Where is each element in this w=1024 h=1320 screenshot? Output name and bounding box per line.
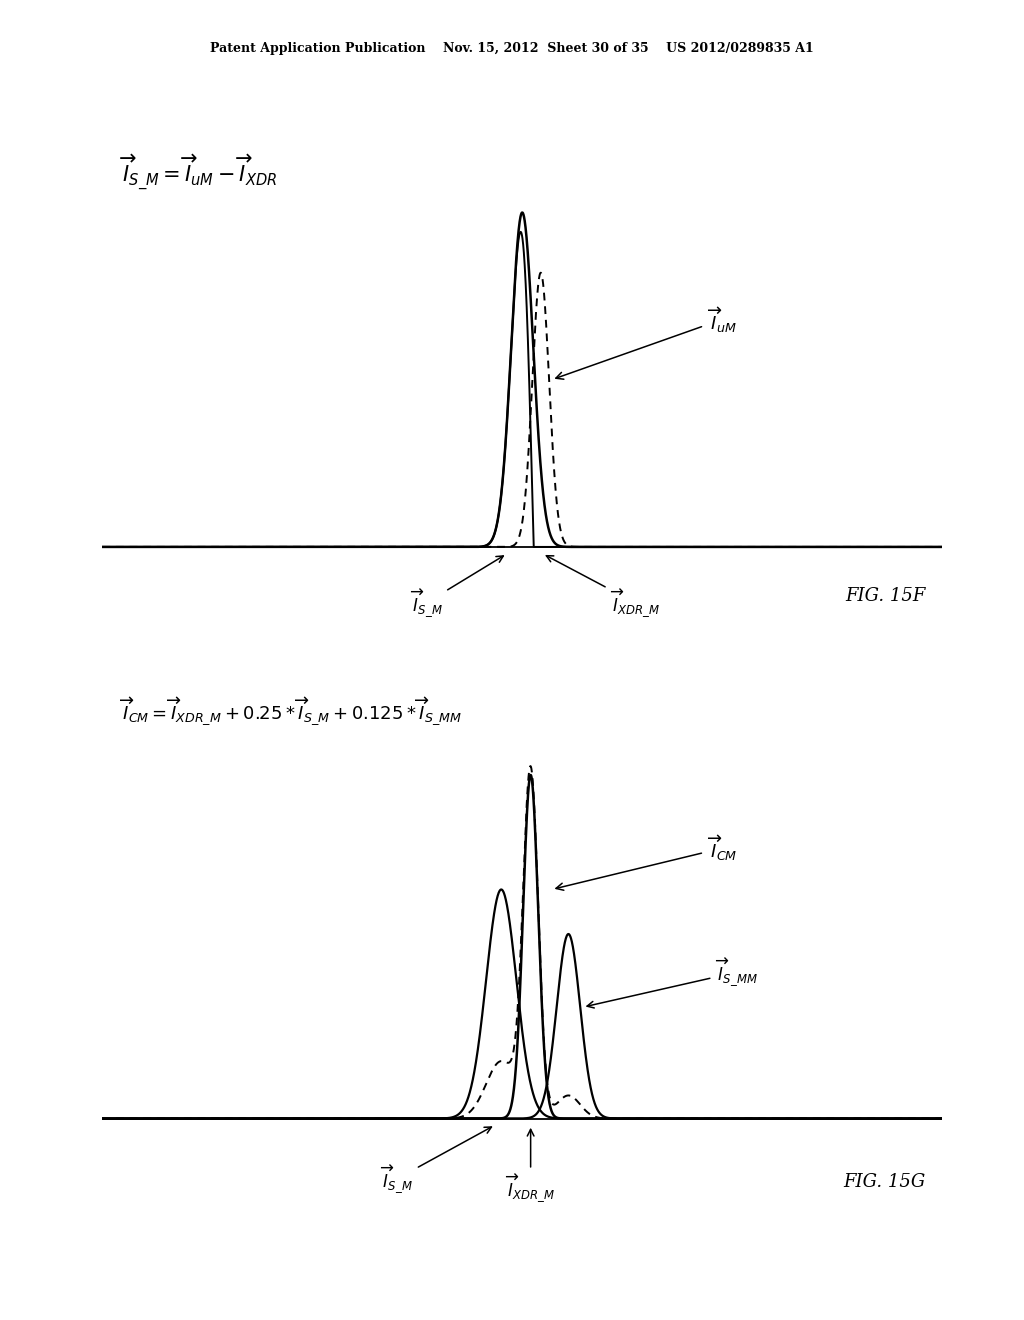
- Text: Patent Application Publication    Nov. 15, 2012  Sheet 30 of 35    US 2012/02898: Patent Application Publication Nov. 15, …: [210, 42, 814, 55]
- Text: FIG. 15F: FIG. 15F: [845, 587, 926, 605]
- Text: $\overrightarrow{I}_{S\_MM}$: $\overrightarrow{I}_{S\_MM}$: [587, 956, 758, 1008]
- Text: $\overrightarrow{I}_{uM}$: $\overrightarrow{I}_{uM}$: [556, 305, 736, 379]
- Text: $\overrightarrow{I}_{S\_M}$: $\overrightarrow{I}_{S\_M}$: [380, 1127, 492, 1195]
- Text: $\overrightarrow{I}_{CM}=\overrightarrow{I}_{XDR\_M}+0.25*\overrightarrow{I}_{S\: $\overrightarrow{I}_{CM}=\overrightarrow…: [119, 696, 462, 727]
- Text: $\overrightarrow{I}_{CM}$: $\overrightarrow{I}_{CM}$: [556, 833, 737, 890]
- Text: $\overrightarrow{I}_{S\_M}=\overrightarrow{I}_{uM}-\overrightarrow{I}_{XDR}$: $\overrightarrow{I}_{S\_M}=\overrightarr…: [119, 152, 278, 193]
- Text: $\overrightarrow{I}_{XDR\_M}$: $\overrightarrow{I}_{XDR\_M}$: [547, 556, 660, 619]
- Text: FIG. 15G: FIG. 15G: [843, 1172, 926, 1191]
- Text: $\overrightarrow{I}_{S\_M}$: $\overrightarrow{I}_{S\_M}$: [410, 556, 503, 619]
- Text: $\overrightarrow{I}_{XDR\_M}$: $\overrightarrow{I}_{XDR\_M}$: [506, 1130, 556, 1204]
